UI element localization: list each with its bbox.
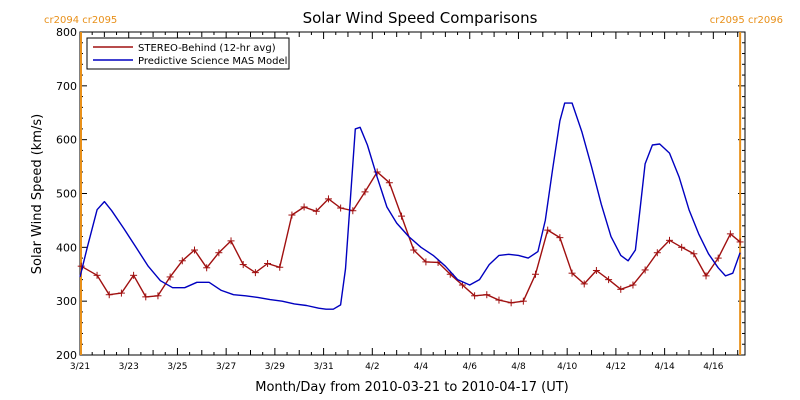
data-point-stereo bbox=[227, 237, 235, 245]
chart-title: Solar Wind Speed Comparisons bbox=[303, 9, 538, 27]
x-tick-label: 4/10 bbox=[557, 362, 577, 372]
data-point-stereo bbox=[300, 203, 308, 211]
data-point-stereo bbox=[544, 226, 552, 234]
data-point-stereo bbox=[422, 258, 430, 266]
data-point-stereo bbox=[458, 281, 466, 289]
plot-frame bbox=[79, 31, 746, 356]
data-point-stereo bbox=[556, 234, 564, 242]
data-point-stereo bbox=[519, 297, 527, 305]
x-tick-label: 3/21 bbox=[70, 362, 90, 372]
carrington-left-label: cr2094 cr2095 bbox=[44, 15, 117, 26]
data-point-stereo bbox=[726, 230, 734, 238]
series-line-mas-model bbox=[79, 102, 741, 310]
x-tick-label: 3/25 bbox=[167, 362, 187, 372]
legend-label-mas-model: Predictive Science MAS Model bbox=[138, 56, 287, 67]
data-point-stereo bbox=[105, 291, 113, 299]
y-tick-label: 700 bbox=[56, 80, 77, 93]
data-point-stereo bbox=[276, 263, 284, 271]
data-point-stereo bbox=[77, 262, 85, 270]
data-point-stereo bbox=[312, 207, 320, 215]
data-point-stereo bbox=[714, 254, 722, 262]
x-tick-label: 4/2 bbox=[365, 362, 379, 372]
legend-label-stereo: STEREO-Behind (12-hr avg) bbox=[138, 43, 276, 54]
data-point-stereo bbox=[629, 281, 637, 289]
data-point-stereo bbox=[142, 293, 150, 301]
data-point-stereo bbox=[373, 168, 381, 176]
data-point-stereo bbox=[507, 299, 515, 307]
x-tick-label: 3/23 bbox=[119, 362, 139, 372]
x-axis-label: Month/Day from 2010-03-21 to 2010-04-17 … bbox=[255, 380, 568, 395]
data-point-stereo bbox=[641, 266, 649, 274]
x-tick-label: 4/14 bbox=[655, 362, 675, 372]
data-point-stereo bbox=[203, 264, 211, 272]
x-tick-label: 4/6 bbox=[463, 362, 478, 372]
data-point-stereo bbox=[653, 249, 661, 257]
data-point-stereo bbox=[349, 207, 357, 215]
x-tick-label: 3/29 bbox=[265, 362, 285, 372]
data-point-stereo bbox=[605, 276, 613, 284]
y-tick-label: 500 bbox=[56, 188, 77, 201]
carrington-boundaries bbox=[80, 32, 742, 355]
data-point-stereo bbox=[178, 257, 186, 265]
data-point-stereo bbox=[532, 270, 540, 278]
data-point-stereo bbox=[702, 272, 710, 280]
y-tick-label: 200 bbox=[56, 349, 77, 362]
data-point-stereo bbox=[410, 246, 418, 254]
data-point-stereo bbox=[93, 271, 101, 279]
data-point-stereo bbox=[592, 266, 600, 274]
data-point-stereo bbox=[166, 273, 174, 281]
data-point-stereo bbox=[324, 195, 332, 203]
data-point-stereo bbox=[665, 236, 673, 244]
data-point-stereo bbox=[495, 296, 503, 304]
data-point-stereo bbox=[251, 269, 259, 277]
series-layer bbox=[77, 102, 744, 310]
data-point-stereo bbox=[617, 285, 625, 293]
x-tick-label: 3/27 bbox=[216, 362, 236, 372]
data-point-stereo bbox=[190, 246, 198, 254]
data-point-stereo bbox=[117, 289, 125, 297]
data-point-stereo bbox=[239, 261, 247, 269]
x-tick-label: 4/8 bbox=[511, 362, 526, 372]
y-tick-label: 800 bbox=[56, 26, 77, 39]
legend-box bbox=[86, 37, 290, 70]
data-point-stereo bbox=[471, 292, 479, 300]
data-point-stereo bbox=[568, 269, 576, 277]
data-point-stereo bbox=[580, 280, 588, 288]
legend: STEREO-Behind (12-hr avg) Predictive Sci… bbox=[86, 37, 290, 70]
x-tick-label: 4/4 bbox=[414, 362, 429, 372]
data-point-stereo bbox=[678, 243, 686, 251]
x-tick-label: 4/16 bbox=[703, 362, 723, 372]
data-point-stereo bbox=[337, 204, 345, 212]
x-tick-label: 3/31 bbox=[313, 362, 333, 372]
x-tick-label: 4/12 bbox=[606, 362, 626, 372]
data-point-stereo bbox=[385, 179, 393, 187]
x-axis: 3/21 3/23 3/25 3/27 3/29 3/31 4/2 4/4 4/6 4/8 4/10… bbox=[70, 32, 739, 372]
data-point-stereo bbox=[483, 291, 491, 299]
y-tick-label: 400 bbox=[56, 241, 77, 254]
data-point-stereo bbox=[398, 212, 406, 220]
data-point-stereo bbox=[361, 188, 369, 196]
data-point-stereo bbox=[264, 259, 272, 267]
y-axis-label: Solar Wind Speed (km/s) bbox=[30, 114, 45, 274]
y-tick-label: 600 bbox=[56, 134, 77, 147]
data-point-stereo bbox=[154, 292, 162, 300]
data-point-stereo bbox=[736, 238, 744, 246]
data-point-stereo bbox=[130, 271, 138, 279]
y-tick-label: 300 bbox=[56, 295, 77, 308]
data-point-stereo bbox=[288, 211, 296, 219]
data-point-stereo bbox=[690, 250, 698, 258]
data-point-stereo bbox=[215, 249, 223, 257]
carrington-right-label: cr2095 cr2096 bbox=[710, 15, 783, 26]
